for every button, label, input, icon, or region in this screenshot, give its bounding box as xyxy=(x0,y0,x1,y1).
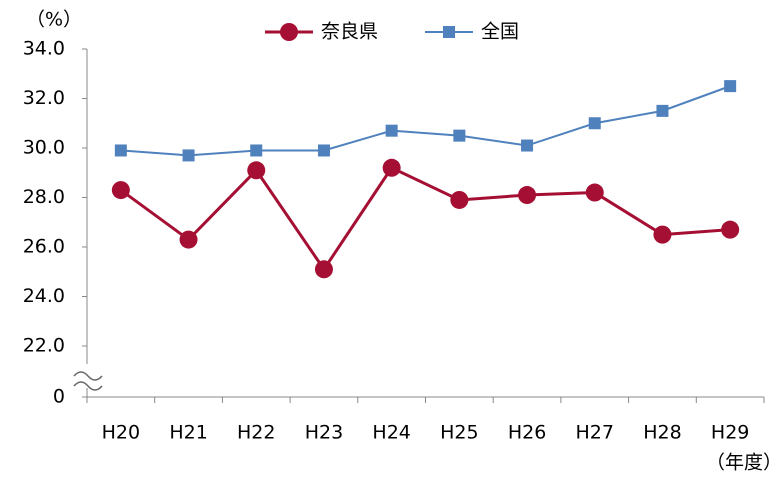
x-tick-label: H28 xyxy=(643,422,681,444)
y-tick-label: 32.0 xyxy=(23,87,65,109)
point xyxy=(588,117,601,130)
point xyxy=(314,260,333,279)
x-tick-label: H25 xyxy=(440,422,478,444)
point xyxy=(656,104,669,117)
axis-break xyxy=(73,364,103,391)
point xyxy=(653,225,672,244)
point xyxy=(450,190,469,209)
y-tick-label: 28.0 xyxy=(23,186,65,208)
x-tick-label: H27 xyxy=(576,422,614,444)
x-tick-label: H20 xyxy=(102,422,140,444)
legend-label: 奈良県 xyxy=(321,21,378,43)
point xyxy=(247,161,266,180)
series xyxy=(111,158,740,279)
x-tick-label: H22 xyxy=(237,422,275,444)
point xyxy=(721,220,740,239)
y-unit-label: （%） xyxy=(26,9,82,31)
point xyxy=(179,230,198,249)
point xyxy=(518,186,537,205)
series-line xyxy=(120,85,731,157)
x-tick-label: H23 xyxy=(305,422,343,444)
legend-item: 奈良県 xyxy=(265,21,378,43)
point xyxy=(585,183,604,202)
y-tick-label: 34.0 xyxy=(23,38,65,60)
x-tick-label: H26 xyxy=(508,422,546,444)
y-tick-label: 22.0 xyxy=(23,335,65,357)
legend-marker xyxy=(443,26,455,38)
point xyxy=(453,129,466,142)
y-tick-label: 30.0 xyxy=(23,137,65,159)
x-tick-label: H21 xyxy=(169,422,207,444)
point xyxy=(385,124,398,137)
point xyxy=(114,144,127,157)
point xyxy=(724,80,737,93)
point xyxy=(382,158,401,177)
legend-label: 全国 xyxy=(481,21,519,43)
point xyxy=(250,144,263,157)
x-tick-label: H24 xyxy=(372,422,410,444)
y-tick-label: 26.0 xyxy=(23,236,65,258)
break-symbol xyxy=(73,371,103,391)
x-tick-label: H29 xyxy=(711,422,749,444)
point xyxy=(317,144,330,157)
series-line xyxy=(119,165,731,272)
point xyxy=(111,181,130,200)
y-tick-label: 24.0 xyxy=(23,285,65,307)
y-tick-label: 0 xyxy=(53,386,65,408)
legend-marker xyxy=(280,23,298,41)
legend-item: 全国 xyxy=(425,21,519,43)
x-unit-label: （年度） xyxy=(706,452,782,474)
series xyxy=(114,80,737,162)
point xyxy=(521,139,534,152)
point xyxy=(182,149,195,162)
